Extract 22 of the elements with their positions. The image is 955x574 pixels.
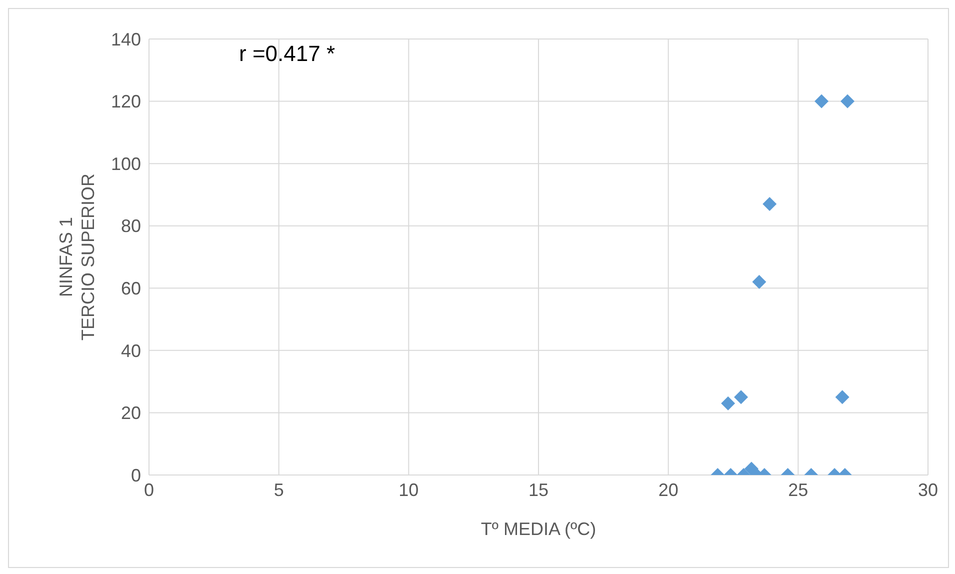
annotation: r =0.417 * — [239, 41, 336, 67]
y-axis-title: NINFAS 1 TERCIO SUPERIOR — [56, 173, 98, 341]
x-tick-label: 25 — [788, 480, 808, 500]
y-tick-label: 80 — [120, 216, 141, 236]
x-tick-label: 10 — [398, 480, 419, 500]
x-tick-label: 0 — [144, 480, 154, 500]
y-tick-label: 20 — [120, 403, 141, 424]
y-tick-label: 140 — [110, 29, 141, 50]
y-tick-label: 120 — [110, 92, 141, 112]
x-tick-label: 30 — [918, 480, 938, 500]
x-tick-label: 15 — [528, 480, 549, 500]
y-tick-label: 60 — [120, 278, 141, 299]
point — [840, 94, 855, 108]
point — [762, 197, 777, 212]
y-tick-label: 100 — [110, 154, 141, 174]
x-tick-label: 5 — [274, 480, 284, 500]
x-axis-title: Tº MEDIA (ºC) — [480, 519, 596, 539]
y-tick-label: 40 — [120, 340, 141, 361]
y-tick-label: 0 — [130, 465, 141, 486]
point — [752, 274, 766, 289]
x-tick-label: 20 — [658, 480, 678, 500]
point — [814, 94, 829, 108]
